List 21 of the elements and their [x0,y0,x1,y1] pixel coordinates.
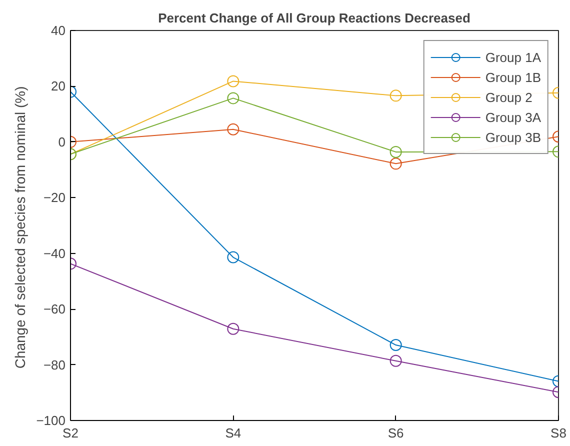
legend-label: Group 3B [485,130,541,144]
y-tick-label: −20 [43,190,66,206]
x-tick-label: S4 [225,426,242,440]
y-tick-label: −100 [36,413,66,428]
legend-label: Group 3A [485,110,541,124]
y-tick-label: −60 [43,302,66,317]
legend-label: Group 1A [485,50,541,64]
y-tick-label: 0 [58,134,66,150]
x-tick-label: S8 [550,426,566,440]
point [227,75,240,88]
x-tick-label: S2 [62,426,78,440]
y-tick-label: 40 [51,23,66,38]
chart-title: Percent Change of All Group Reactions Decreased [158,10,470,26]
legend-label: Group 2 [485,90,532,104]
y-tick-label: 20 [51,78,66,94]
y-axis-title: Change of selected species from nominal (%) [12,86,28,369]
x-tick-label: S6 [388,426,404,440]
y-tick-label: −80 [43,357,66,372]
point [390,90,402,102]
y-tick-label: −40 [43,246,66,261]
legend-label: Group 1B [485,70,541,84]
